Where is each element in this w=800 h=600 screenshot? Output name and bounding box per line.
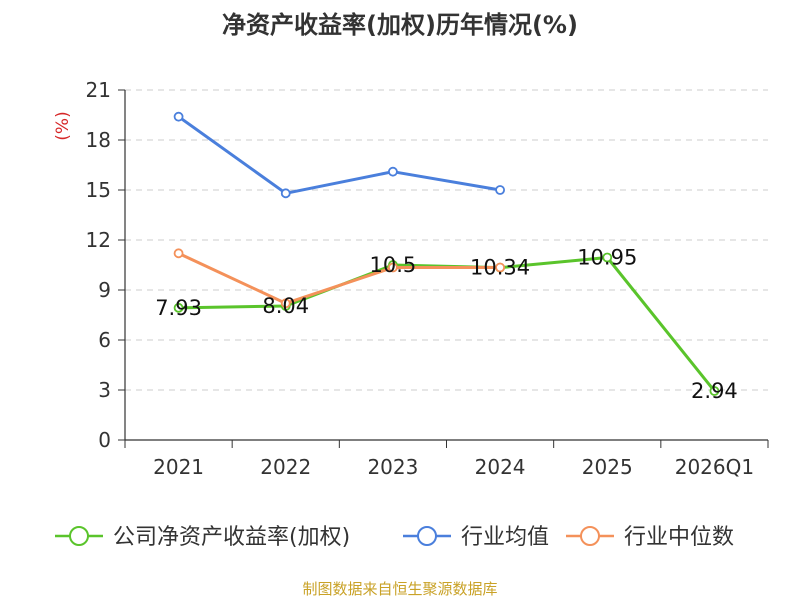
source-note: 制图数据来自恒生聚源数据库	[302, 580, 498, 598]
y-tick-label: 12	[86, 228, 111, 252]
y-tick-label: 15	[86, 178, 111, 202]
y-tick-label: 18	[86, 128, 111, 152]
y-axis-label: (%)	[53, 111, 73, 140]
y-tick-label: 21	[86, 78, 111, 102]
x-tick-label: 2025	[582, 455, 633, 479]
x-tick-label: 2024	[475, 455, 526, 479]
x-tick-label: 2023	[367, 455, 418, 479]
data-point	[388, 262, 398, 273]
legend-marker	[580, 526, 600, 546]
data-label: 10.34	[470, 256, 530, 280]
chart-title: 净资产收益率(加权)历年情况(%)	[222, 11, 578, 39]
y-tick-label: 6	[98, 328, 111, 352]
legend-marker	[69, 526, 89, 546]
data-label: 10.5	[370, 253, 417, 277]
x-tick-label: 2021	[153, 455, 204, 479]
data-point	[709, 386, 720, 396]
data-point	[280, 188, 291, 199]
data-point	[280, 298, 291, 309]
data-label: 2.94	[691, 379, 738, 403]
series-line-1	[177, 115, 501, 195]
series-line-0	[178, 256, 716, 392]
legend-label: 行业中位数	[624, 525, 734, 550]
data-point	[173, 111, 184, 122]
y-tick-label: 9	[98, 278, 111, 302]
data-point	[173, 302, 184, 313]
x-tick-label: 2022	[260, 455, 311, 479]
x-tick-label: 2026Q1	[675, 455, 754, 479]
data-label: 8.04	[262, 294, 309, 318]
data-point	[173, 248, 184, 259]
legend-marker	[417, 526, 437, 546]
data-point	[495, 262, 505, 273]
data-point	[388, 166, 398, 177]
y-tick-label: 3	[98, 378, 111, 402]
y-tick-label: 0	[98, 428, 111, 452]
data-point	[602, 252, 613, 263]
data-label: 10.95	[577, 246, 637, 270]
legend-label: 行业均值	[461, 525, 549, 550]
legend-label: 公司净资产收益率(加权)	[113, 525, 350, 550]
data-label: 7.93	[155, 296, 202, 320]
data-point	[495, 185, 505, 195]
series-line-2	[177, 251, 501, 305]
